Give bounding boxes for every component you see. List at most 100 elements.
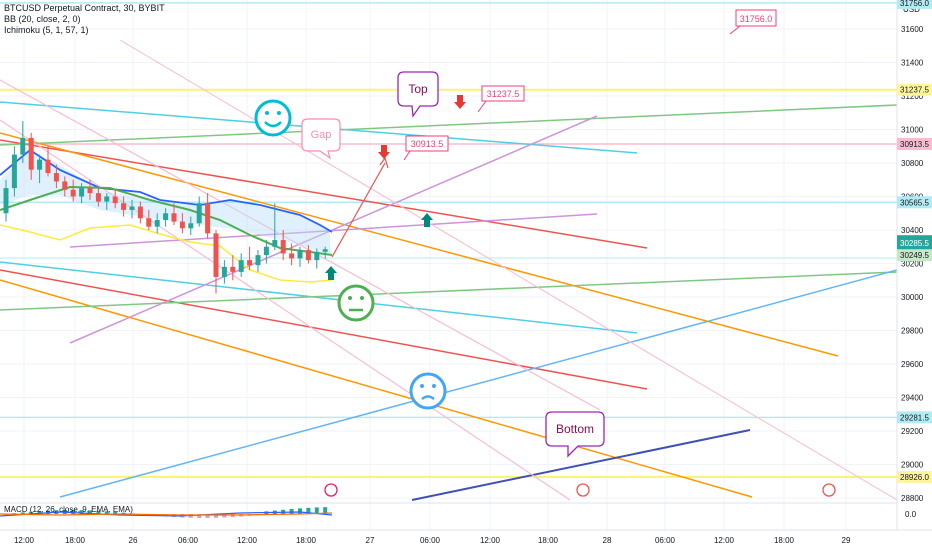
candle-body	[121, 203, 127, 210]
macd-histogram-bar	[113, 511, 118, 514]
y-tick-label: 30000	[901, 293, 924, 302]
x-tick-label: 26	[129, 536, 138, 545]
eye	[348, 296, 352, 300]
price-level-badge	[897, 0, 932, 9]
candle-body	[137, 206, 143, 219]
price-axis[interactable]: USD3180031600314003120031000308003060030…	[896, 0, 932, 530]
macd-pane	[0, 502, 897, 518]
y-tick-label: 29400	[901, 394, 924, 403]
note-31237-leader	[477, 100, 487, 113]
trend-line	[0, 271, 897, 311]
time-axis[interactable]: 12:00 18:00 26 06:00 12:00 18:00 27 06:00 12:00 1…	[0, 529, 932, 550]
ichimoku-cloud	[0, 150, 330, 255]
candle-body	[221, 266, 227, 277]
x-tick-label: 18:00	[296, 536, 317, 545]
sad-face-icon-circle	[409, 372, 447, 410]
y-tick-label: 31600	[901, 25, 924, 34]
candle-body	[45, 159, 51, 174]
note-30913-leader	[403, 150, 411, 161]
trend-line	[0, 132, 839, 357]
x-tick-label: 06:00	[178, 536, 199, 545]
trend-line	[0, 119, 571, 501]
x-tick-label: 12:00	[714, 536, 735, 545]
macd-histogram-bar	[197, 514, 202, 518]
projection-arrow-line	[331, 162, 386, 258]
price-level-badge	[897, 137, 932, 150]
legend-symbol: BTCUSD Perpetual Contract, 30, BYBIT	[4, 3, 165, 13]
candle-body	[20, 137, 26, 155]
neutral-face-icon	[337, 284, 375, 322]
candle-body	[104, 196, 110, 202]
candle-body	[95, 193, 101, 202]
candle-body	[79, 188, 85, 197]
x-tick-label: 18:00	[538, 536, 559, 545]
macd-histogram-bar	[121, 512, 126, 514]
time-axis-bg	[0, 530, 932, 550]
candle-body	[28, 137, 34, 170]
legend-bb: BB (20, close, 2, 0)	[4, 14, 81, 24]
macd-histogram-bar	[314, 507, 319, 514]
x-tick-label: 18:00	[65, 536, 86, 545]
macd-histogram-bar	[20, 512, 25, 514]
candle-body	[179, 221, 185, 229]
candle-body	[129, 206, 135, 210]
candle-body	[11, 154, 17, 189]
y-tick-label: 31000	[901, 126, 924, 135]
x-tick-label: 27	[366, 536, 375, 545]
macd-histogram-bar	[205, 514, 210, 518]
candle-body	[280, 240, 286, 254]
note-31756-label: 31756.0	[740, 14, 773, 24]
price-level-label: 30913.5	[900, 140, 929, 149]
neutral-face-icon-circle	[337, 284, 375, 322]
note-30913-box	[405, 135, 449, 152]
trend-line	[69, 213, 598, 248]
candle-body	[171, 213, 177, 222]
candle-body	[289, 253, 295, 259]
y-tick-label: 31400	[901, 59, 924, 68]
macd-line	[0, 511, 333, 517]
x-tick-label: 12:00	[237, 536, 258, 545]
note-31756-leader	[729, 25, 741, 35]
price-level-badge	[897, 196, 932, 209]
annotations: Top Gap Bottom 31756.0 31237.5 30913.5	[254, 9, 836, 497]
macd-signal-line	[0, 512, 333, 516]
y-tick-label: 29200	[901, 427, 924, 436]
macd-histogram-bar	[37, 511, 42, 514]
trend-line	[0, 269, 648, 390]
eye	[420, 384, 424, 388]
candle-body	[205, 203, 211, 234]
candles	[3, 121, 328, 294]
us-flag-event-icon	[822, 483, 836, 497]
macd-histogram-bar	[289, 509, 294, 514]
candle-body	[322, 249, 328, 252]
macd-histogram-bar	[29, 511, 34, 514]
y-tick-label: 29000	[901, 461, 924, 470]
candle-body	[196, 203, 202, 224]
us-flag-event-icon	[576, 483, 590, 497]
candle-body	[213, 233, 219, 277]
candle-body	[163, 213, 169, 220]
price-level-label: 30565.5	[900, 198, 929, 207]
bottom-callout	[545, 411, 605, 458]
legend-ichimoku: Ichimoku (5, 1, 57, 1)	[4, 25, 89, 35]
y-tick-label: 30400	[901, 226, 924, 235]
chart-legend: BTCUSD Perpetual Contract, 30, BYBIT BB …	[4, 3, 165, 36]
current-price-label: 30285.5	[900, 239, 929, 248]
candle-body	[247, 260, 253, 266]
candle-body	[297, 250, 303, 259]
x-tick-label: 12:00	[480, 536, 501, 545]
candle-body	[230, 266, 236, 272]
candle-body	[70, 189, 76, 197]
price-level-badge	[897, 411, 932, 424]
price-level-badge	[897, 249, 932, 262]
y-tick-label: 29600	[901, 360, 924, 369]
trend-line	[59, 269, 897, 498]
macd-histogram-bar	[88, 510, 92, 514]
candle-body	[305, 250, 311, 261]
mouth	[421, 395, 435, 401]
bottom-callout-label: Bottom	[556, 422, 594, 436]
price-level-label: 28926.0	[900, 473, 929, 482]
candle-body	[314, 251, 320, 261]
ichimoku-line	[0, 148, 333, 233]
